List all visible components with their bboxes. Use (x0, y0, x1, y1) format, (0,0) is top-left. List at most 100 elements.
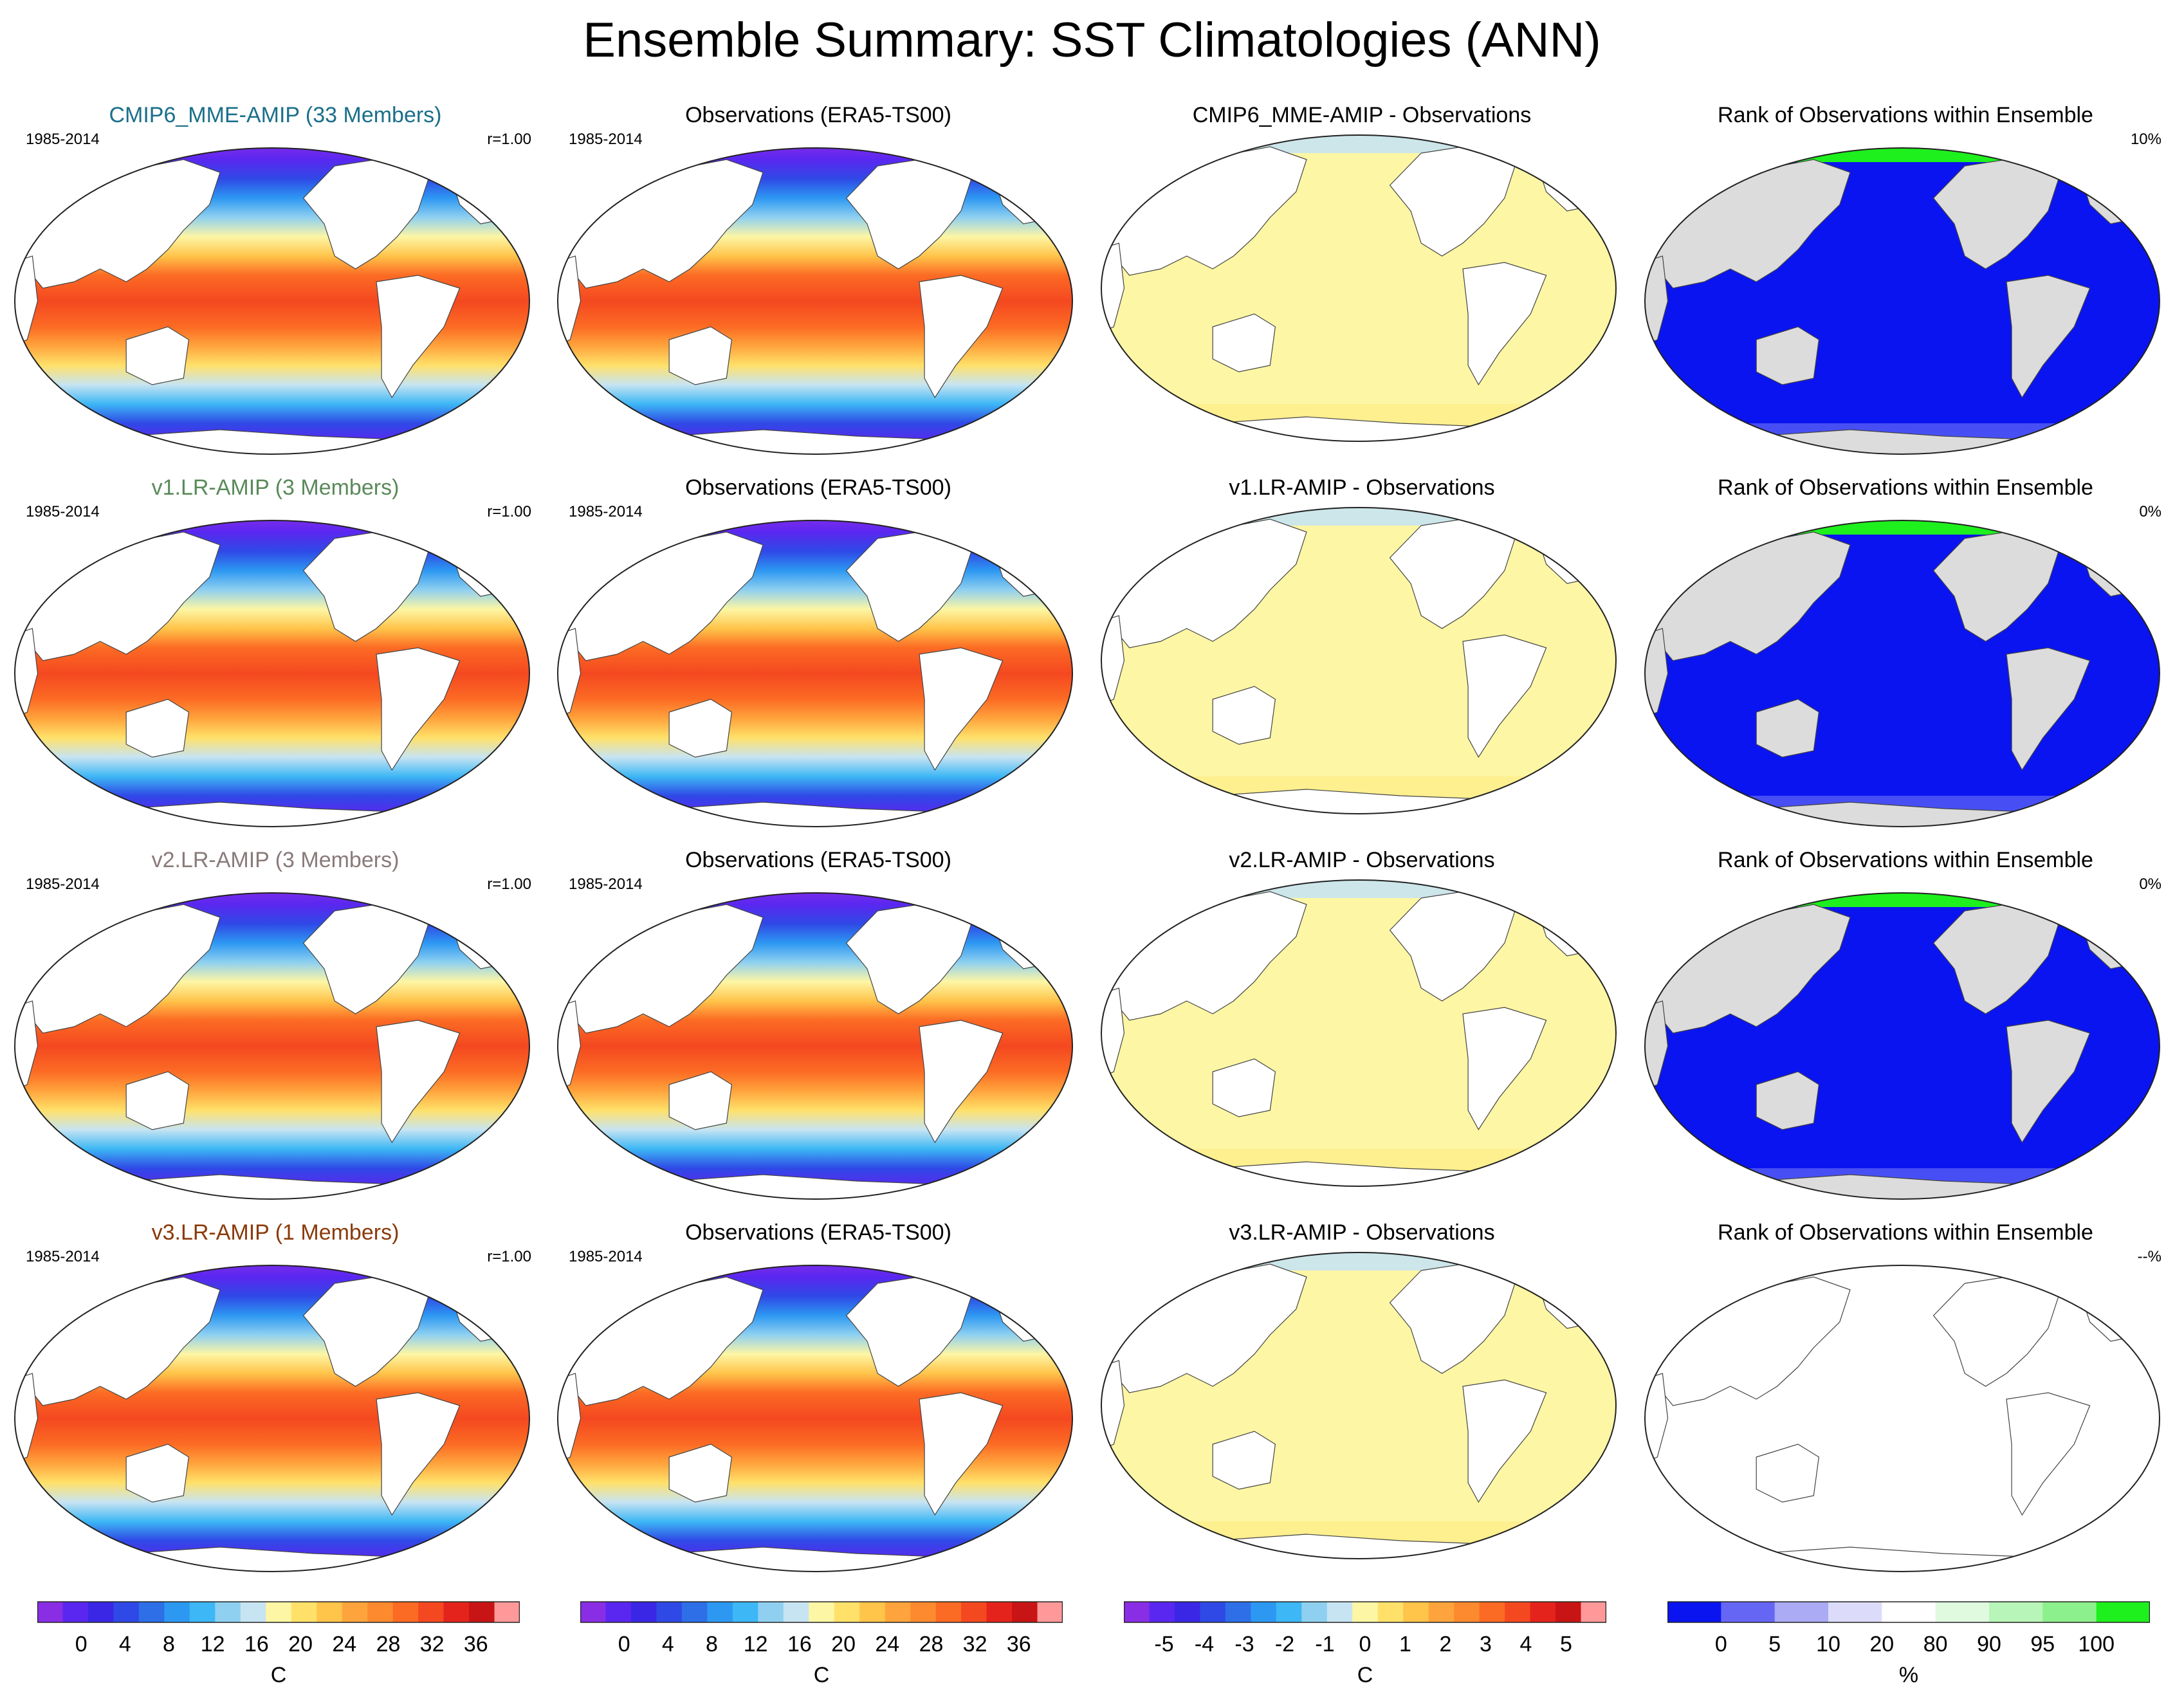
colorbar-swatches (580, 1601, 1063, 1623)
map-projection (14, 520, 530, 827)
map-projection (557, 1265, 1073, 1572)
map-border (1101, 507, 1617, 814)
colorbar-swatch (1403, 1602, 1429, 1622)
panel-title: Observations (ERA5-TS00) (685, 103, 951, 127)
colorbar-unit: C (270, 1663, 287, 1687)
land-australia (1212, 686, 1276, 745)
colorbar-swatch (1774, 1602, 1829, 1622)
colorbar-swatch (732, 1602, 758, 1622)
colorbar-swatch (1377, 1602, 1404, 1622)
land-south-america (1462, 634, 1547, 758)
colorbar-tick-label: 20 (831, 1632, 856, 1656)
colorbar-swatch (1276, 1602, 1302, 1622)
colorbar-swatch (783, 1602, 809, 1622)
colorbar-swatch (1530, 1602, 1556, 1622)
arctic-anomaly (1101, 1252, 1616, 1270)
map-panel: v3.LR-AMIP (1 Members) 1985-2014 r=1.00 (12, 1219, 539, 1579)
colorbar-swatch (707, 1602, 733, 1622)
colorbar-tick-label: 5 (1560, 1632, 1572, 1656)
panel-title: Rank of Observations within Ensemble (1718, 1220, 2093, 1245)
map-projection (14, 1265, 530, 1572)
colorbar-tick-label: -5 (1154, 1632, 1174, 1656)
colorbar-swatch (885, 1602, 911, 1622)
map-panel: Rank of Observations within Ensemble 0% (1642, 847, 2169, 1207)
map-projection (14, 147, 530, 455)
colorbar-tick-label: 8 (706, 1632, 718, 1656)
colorbar-tick-label: 24 (875, 1632, 900, 1656)
colorbar-swatch (1326, 1602, 1353, 1622)
colorbar-tick-label: 4 (661, 1632, 674, 1656)
land-south-america (376, 275, 461, 399)
colorbar-unit: C (813, 1663, 830, 1687)
colorbar-tick-label: 36 (463, 1632, 488, 1656)
correlation-label: r=1.00 (487, 131, 531, 148)
colorbar-swatch (189, 1602, 216, 1622)
colorbar-tick-label: 8 (163, 1632, 175, 1656)
map-border (557, 1265, 1073, 1572)
land-australia (1756, 1444, 1820, 1503)
colorbar-tick-label: 95 (2030, 1632, 2055, 1656)
colorbar-swatch (87, 1602, 114, 1622)
colorbar-swatch (164, 1602, 190, 1622)
colorbar-tick-label: 32 (419, 1632, 445, 1656)
land-south-america (919, 275, 1004, 399)
colorbar-swatch (113, 1602, 140, 1622)
map-projection (1644, 147, 2160, 455)
land-south-america (1462, 262, 1547, 386)
arctic-rank-high (1790, 893, 2060, 907)
panel-title: v2.LR-AMIP - Observations (1229, 848, 1495, 872)
period-label: 1985-2014 (569, 876, 643, 893)
arctic-rank-high (1790, 520, 2060, 535)
colorbar-swatch (443, 1602, 470, 1622)
colorbar-swatch (1301, 1602, 1328, 1622)
colorbar-tick-label: 16 (787, 1632, 812, 1656)
colorbar-swatch (2096, 1602, 2151, 1622)
panel-title: Observations (ERA5-TS00) (685, 1220, 951, 1245)
panel-title: v2.LR-AMIP (3 Members) (151, 848, 399, 872)
colorbar-swatch (1828, 1602, 1882, 1622)
panel-title: CMIP6_MME-AMIP - Observations (1192, 103, 1532, 127)
colorbar-swatch (1174, 1602, 1200, 1622)
land-australia (125, 1444, 190, 1503)
arctic-anomaly (1101, 135, 1616, 153)
map-panel: Observations (ERA5-TS00) 1985-2014 (555, 1219, 1082, 1579)
colorbar-tick-label: 90 (1977, 1632, 2001, 1656)
colorbar-tick-label: -3 (1234, 1632, 1254, 1656)
colorbar-swatch (37, 1602, 63, 1622)
colorbar-swatch (1037, 1602, 1063, 1622)
colorbar-swatch (1989, 1602, 2043, 1622)
colorbar-swatch (62, 1602, 89, 1622)
colorbar-tick-label: 0 (75, 1632, 87, 1656)
colorbar-tick-label: 16 (244, 1632, 269, 1656)
colorbar-swatch (859, 1602, 886, 1622)
colorbar-swatch (580, 1602, 606, 1622)
panel-title: Rank of Observations within Ensemble (1718, 848, 2093, 872)
land-south-america (376, 647, 461, 771)
land-south-america (2006, 275, 2091, 399)
panel-title: Observations (ERA5-TS00) (685, 475, 951, 500)
map-projection (1101, 879, 1617, 1187)
land-south-america (2006, 1020, 2091, 1144)
colorbar-tick-label: 5 (1768, 1632, 1781, 1656)
colorbar-swatch (240, 1602, 266, 1622)
colorbar-frame (37, 1601, 520, 1623)
colorbar-swatch (392, 1602, 419, 1622)
map-panel: Rank of Observations within Ensemble --% (1642, 1219, 2169, 1579)
colorbar-swatch (1012, 1602, 1038, 1622)
colorbar-swatch (935, 1602, 962, 1622)
colorbar-swatch (910, 1602, 937, 1622)
colorbar-swatch (1935, 1602, 1990, 1622)
colorbar-swatch (1454, 1602, 1480, 1622)
colorbar-swatch (809, 1602, 835, 1622)
correlation-label: r=1.00 (487, 1248, 531, 1265)
map-panel: Observations (ERA5-TS00) 1985-2014 (555, 474, 1082, 834)
colorbar-tick-label: 24 (332, 1632, 357, 1656)
map-panel: CMIP6_MME-AMIP - Observations (1098, 102, 1626, 462)
map-border (1101, 1252, 1617, 1559)
colorbar-swatch (1505, 1602, 1531, 1622)
period-label: 1985-2014 (569, 503, 643, 520)
arctic-rank-high (1790, 148, 2060, 162)
map-projection (1644, 892, 2160, 1200)
land-south-america (919, 1020, 1004, 1144)
